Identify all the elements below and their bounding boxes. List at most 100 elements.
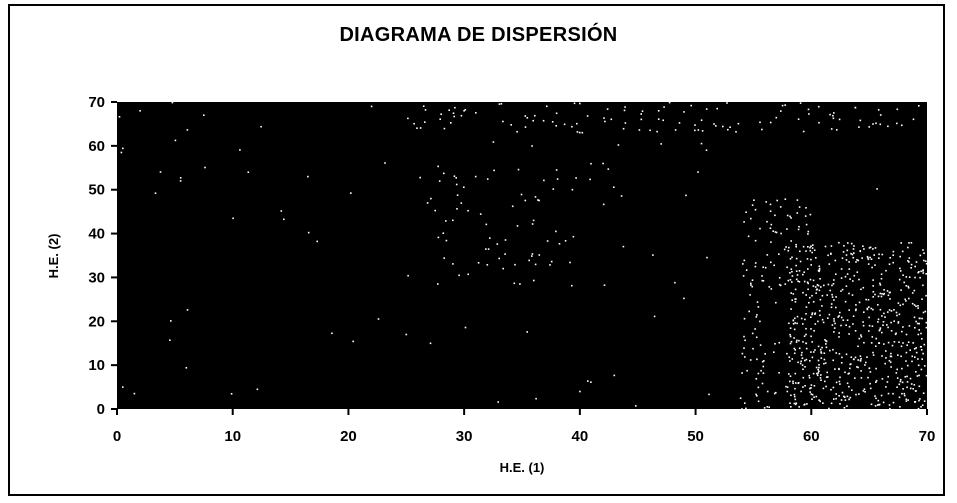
data-point [690,104,692,107]
data-point [805,313,807,315]
data-point [751,332,754,335]
data-point [555,112,558,115]
data-point [766,390,769,393]
data-point [797,228,800,231]
data-point [537,199,539,201]
data-point [786,228,788,230]
data-point [832,359,834,362]
data-point [352,340,354,343]
data-point [848,385,850,388]
data-point [848,325,851,328]
data-point [846,319,849,321]
data-point [492,141,495,143]
data-point [460,114,463,117]
data-point [890,330,893,332]
data-point [755,393,757,396]
data-point [790,308,792,310]
data-point [713,123,715,125]
data-point [788,373,790,375]
data-point [848,372,850,375]
data-point [818,310,821,312]
data-point [819,298,822,301]
data-point [880,277,883,280]
data-point [755,378,758,380]
data-point [437,236,440,239]
data-point [864,364,866,366]
data-point [791,275,794,277]
data-point [894,333,897,336]
data-point [847,242,849,244]
data-point [890,352,892,355]
data-point [827,283,830,286]
data-point [908,276,911,278]
data-point [872,291,875,293]
data-point [575,177,577,179]
data-point [887,294,890,297]
data-point [504,253,506,255]
data-point [889,407,891,410]
data-point [879,328,881,331]
data-point [917,358,919,360]
data-point [905,398,908,401]
data-point [563,123,566,126]
data-point [810,328,812,330]
data-point [823,358,826,361]
data-point [555,125,557,127]
data-point [662,119,664,122]
data-point [789,258,792,260]
data-point [779,206,782,208]
data-point [820,352,823,354]
data-point [900,242,902,244]
data-point [440,113,442,115]
data-point [766,406,769,408]
data-point [549,264,551,266]
data-point [919,254,922,257]
data-point [833,318,835,320]
data-point [877,321,879,323]
data-point [853,274,856,277]
data-point [812,279,815,282]
data-point [407,274,409,277]
data-point [869,382,871,385]
data-point [923,343,926,346]
data-point [807,230,810,233]
data-point [683,111,685,113]
data-point [897,321,900,323]
chart-title: DIAGRAMA DE DISPERSIÓN [339,24,618,46]
data-point [803,271,805,273]
data-point [921,358,923,360]
data-point [434,209,436,212]
data-point [920,406,922,408]
data-point [804,385,806,387]
data-point [531,223,534,225]
data-point [892,261,894,264]
data-point [774,214,776,217]
data-point [866,255,869,258]
data-point [307,175,309,178]
data-point [778,277,781,279]
data-point [841,257,844,259]
data-point [877,304,879,306]
data-point [159,171,162,173]
data-point [489,237,491,239]
data-point [486,178,489,180]
data-point [888,309,891,311]
data-point [813,249,816,251]
data-point [775,301,777,304]
data-point [456,208,458,210]
data-point [791,358,794,360]
data-point [120,151,123,154]
data-point [820,351,822,353]
data-point [454,106,456,109]
data-point [880,394,883,397]
data-point [896,377,899,379]
data-point [474,175,477,178]
data-point [751,204,754,206]
data-point [587,380,589,382]
data-point [663,106,665,108]
data-point [805,358,808,361]
data-point [923,400,926,402]
data-point [797,118,800,120]
data-point [838,336,840,338]
